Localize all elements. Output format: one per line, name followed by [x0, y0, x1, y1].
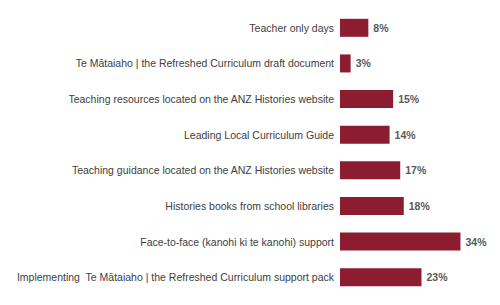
- svg-text:15%: 15%: [398, 93, 420, 105]
- svg-text:Histories books from school li: Histories books from school libraries: [165, 200, 334, 212]
- svg-text:8%: 8%: [373, 22, 389, 34]
- svg-text:Face-to-face (kanohi ki te kan: Face-to-face (kanohi ki te kanohi) suppo…: [140, 236, 334, 248]
- svg-text:Teaching guidance located on t: Teaching guidance located on the ANZ His…: [72, 164, 334, 176]
- svg-text:3%: 3%: [356, 57, 372, 69]
- svg-text:Leading Local Curriculum Guide: Leading Local Curriculum Guide: [184, 129, 334, 141]
- svg-text:17%: 17%: [405, 164, 427, 176]
- svg-text:14%: 14%: [395, 129, 417, 141]
- svg-text:Teacher only days: Teacher only days: [249, 22, 334, 34]
- svg-text:Implementing Te Mātaiaho | th: Implementing Te Mātaiaho | the Refreshed…: [17, 271, 335, 283]
- svg-text:18%: 18%: [409, 200, 431, 212]
- svg-text:34%: 34%: [465, 236, 487, 248]
- svg-text:Te Mātaiaho | the Refreshed Cu: Te Mātaiaho | the Refreshed Curriculum d…: [76, 57, 334, 69]
- svg-text:23%: 23%: [426, 271, 448, 283]
- svg-text:Teaching resources located on: Teaching resources located on the ANZ Hi…: [68, 93, 334, 105]
